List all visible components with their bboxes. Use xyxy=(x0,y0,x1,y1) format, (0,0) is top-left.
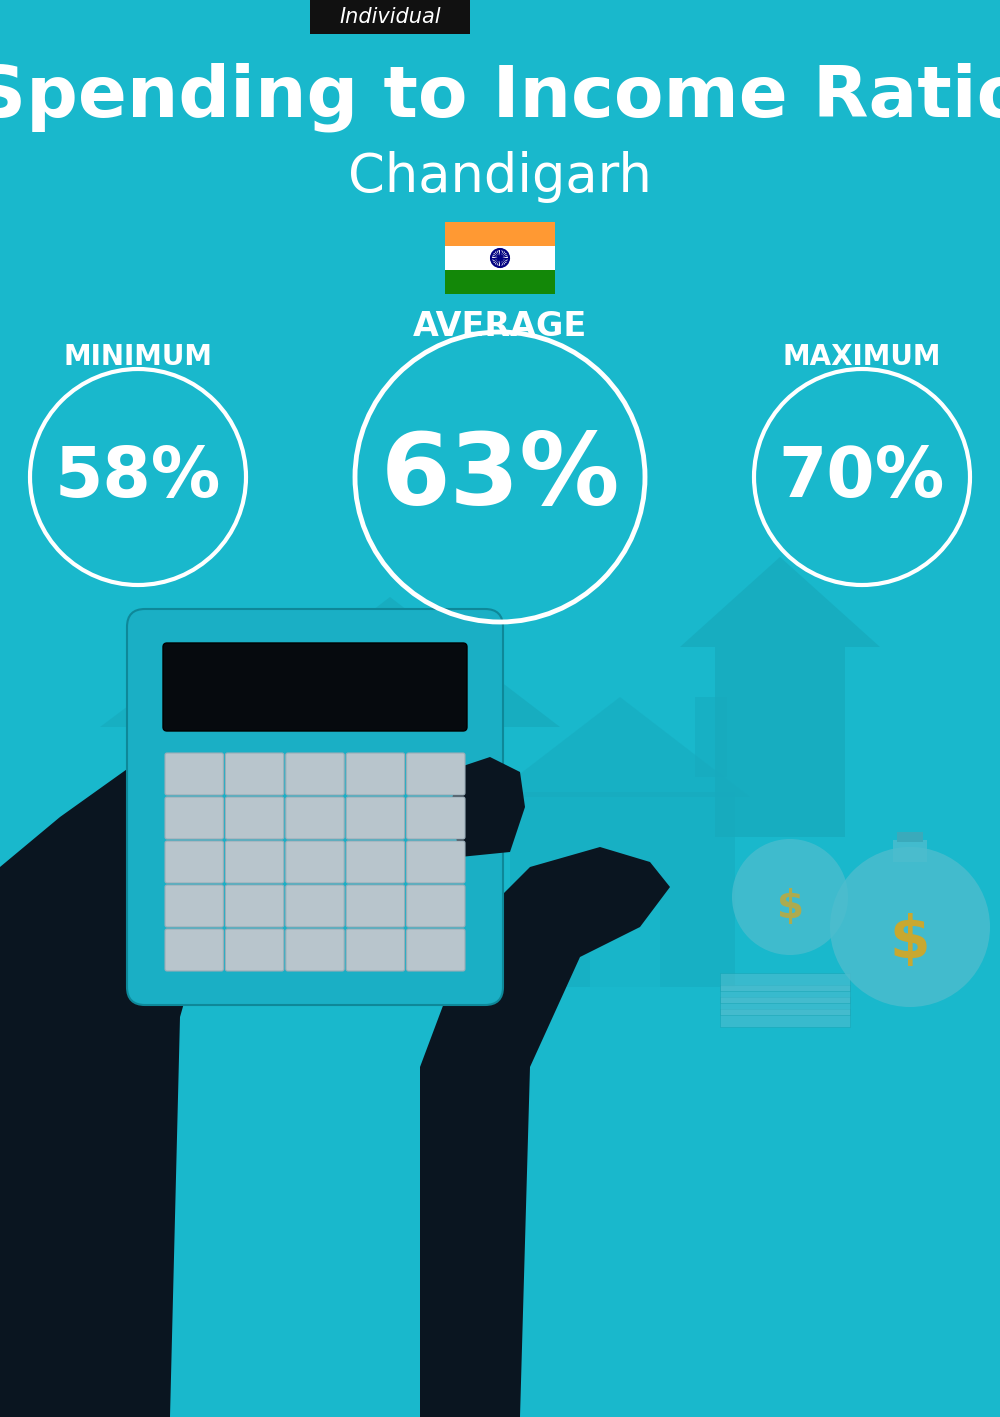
FancyBboxPatch shape xyxy=(286,930,344,971)
FancyBboxPatch shape xyxy=(225,752,284,795)
Text: Individual: Individual xyxy=(339,7,441,27)
FancyBboxPatch shape xyxy=(165,886,223,927)
Bar xyxy=(893,840,927,862)
FancyBboxPatch shape xyxy=(286,796,344,839)
FancyBboxPatch shape xyxy=(310,0,470,34)
Polygon shape xyxy=(0,1272,170,1417)
FancyBboxPatch shape xyxy=(407,886,465,927)
Circle shape xyxy=(732,839,848,955)
Polygon shape xyxy=(490,697,750,796)
FancyBboxPatch shape xyxy=(163,643,467,731)
FancyBboxPatch shape xyxy=(286,842,344,883)
FancyBboxPatch shape xyxy=(225,842,284,883)
FancyBboxPatch shape xyxy=(165,842,223,883)
Text: AVERAGE: AVERAGE xyxy=(413,310,587,343)
FancyBboxPatch shape xyxy=(165,752,223,795)
Polygon shape xyxy=(0,747,360,1417)
Text: $: $ xyxy=(890,914,930,971)
FancyBboxPatch shape xyxy=(346,842,405,883)
Text: Spending to Income Ratio: Spending to Income Ratio xyxy=(0,62,1000,132)
Text: MINIMUM: MINIMUM xyxy=(64,343,212,371)
Bar xyxy=(897,832,923,842)
Text: 58%: 58% xyxy=(55,444,221,510)
Bar xyxy=(695,697,727,777)
Polygon shape xyxy=(450,757,525,857)
FancyBboxPatch shape xyxy=(346,796,405,839)
Bar xyxy=(445,247,555,271)
FancyBboxPatch shape xyxy=(127,609,503,1005)
Circle shape xyxy=(498,256,502,259)
FancyBboxPatch shape xyxy=(286,752,344,795)
Bar xyxy=(590,871,660,988)
Text: MAXIMUM: MAXIMUM xyxy=(783,343,941,371)
Polygon shape xyxy=(420,1316,520,1417)
Circle shape xyxy=(830,847,990,1007)
FancyBboxPatch shape xyxy=(407,842,465,883)
FancyBboxPatch shape xyxy=(407,796,465,839)
Bar xyxy=(720,998,850,1015)
Polygon shape xyxy=(680,557,880,837)
Text: $: $ xyxy=(776,888,804,925)
FancyBboxPatch shape xyxy=(407,930,465,971)
FancyBboxPatch shape xyxy=(346,930,405,971)
FancyBboxPatch shape xyxy=(225,930,284,971)
FancyBboxPatch shape xyxy=(346,886,405,927)
Bar xyxy=(720,973,850,990)
FancyBboxPatch shape xyxy=(286,886,344,927)
FancyBboxPatch shape xyxy=(165,796,223,839)
Bar xyxy=(510,792,735,988)
Bar xyxy=(720,985,850,1003)
Polygon shape xyxy=(100,638,340,727)
Polygon shape xyxy=(220,597,560,727)
FancyBboxPatch shape xyxy=(346,752,405,795)
Bar xyxy=(445,271,555,293)
FancyBboxPatch shape xyxy=(225,886,284,927)
Text: 70%: 70% xyxy=(779,444,945,510)
Text: Chandigarh: Chandigarh xyxy=(348,152,652,203)
Bar xyxy=(720,1009,850,1027)
Text: 63%: 63% xyxy=(380,428,620,526)
Bar xyxy=(445,222,555,247)
Polygon shape xyxy=(420,847,670,1417)
FancyBboxPatch shape xyxy=(165,930,223,971)
FancyBboxPatch shape xyxy=(407,752,465,795)
FancyBboxPatch shape xyxy=(225,796,284,839)
